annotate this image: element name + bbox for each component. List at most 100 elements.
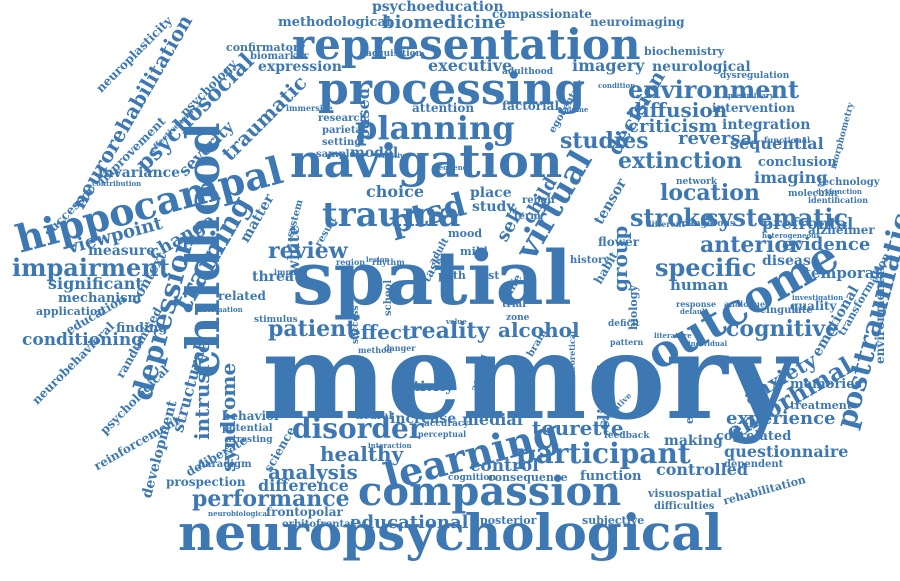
word-invariance: invariance [98, 165, 181, 181]
word-study: study [472, 199, 515, 215]
word-dangerous: dangerous [682, 219, 736, 229]
word-visuospatial: visuospatial [648, 487, 722, 500]
word-functional: functional [764, 135, 811, 145]
word-location: location [660, 180, 760, 206]
word-condition: condition [598, 81, 636, 90]
word-biomarker: biomarker [250, 51, 309, 62]
word-sample: sample [316, 149, 356, 160]
word-frequency: frequency [432, 163, 472, 172]
word-studies: studies [560, 128, 649, 154]
word-method: method [358, 345, 392, 355]
word-lesion: lesion [366, 255, 390, 264]
word-compassionate: compassionate [492, 7, 592, 21]
word-morphometry: morphometry [829, 101, 857, 171]
word-heterogeneous: heterogeneous [762, 231, 821, 240]
word-prefrontal: prefrontal [762, 214, 854, 233]
word-spatial: spatial [292, 236, 572, 322]
word-mechanism: mechanism [58, 291, 142, 306]
word-danger: danger [384, 343, 416, 353]
word-educational: educational [350, 512, 469, 533]
word-immersive: immersive [286, 103, 333, 113]
word-molecular: molecular [788, 189, 839, 199]
word-subjective: subjective [582, 514, 645, 527]
word-evidence: evidence [782, 234, 871, 255]
word-diffusion: diffusion [628, 98, 728, 122]
word-technology: technology [818, 177, 880, 188]
word-impairment: impairment [12, 253, 170, 282]
word-extinction: extinction [618, 148, 743, 174]
word-navigation: navigation [290, 134, 563, 188]
word-tourette: tourette [532, 416, 624, 440]
word-imagery: imagery [572, 56, 645, 75]
word-feedback: feedback [604, 431, 650, 441]
word-healthy: healthy [320, 442, 404, 466]
word-processing: processing [318, 64, 586, 115]
word-representation: representation [292, 20, 641, 69]
word-information: information [196, 305, 243, 314]
word-confirmatory: confirmatory [226, 41, 306, 54]
word-setting: setting [322, 137, 362, 148]
word-compassion: compassion [358, 468, 622, 515]
word-investigation: investigation [792, 293, 844, 302]
word-significant: significant [48, 274, 143, 293]
word-psychoeducation: psychoeducation [372, 0, 504, 15]
word-parietal: parietal [322, 125, 366, 136]
word-research: research [318, 113, 367, 124]
word-posterior: posterior [480, 514, 537, 527]
word-prospection: prospection [166, 475, 246, 489]
word-making: making [664, 433, 723, 449]
word-disorder: disorder [292, 412, 424, 445]
word-activity: activity [396, 379, 454, 395]
word-reversal: reversal [678, 128, 759, 149]
word-preliminary: preliminary [728, 91, 774, 100]
word-reality: reality [410, 318, 490, 344]
word-cognition: cognition [448, 473, 496, 483]
word-anterior: anterior [700, 232, 801, 258]
word-factorial: factorial [502, 99, 560, 113]
word-cognitive: cognitive [726, 316, 840, 342]
word-adulthood: adulthood [502, 67, 554, 77]
word-expression: expression [258, 59, 342, 75]
word-questionnaire: questionnaire [724, 442, 849, 461]
word-mild: mild [460, 245, 488, 258]
word-medial: medial [462, 410, 523, 429]
word-interaction: interaction [368, 441, 412, 450]
word-function: function [580, 469, 642, 484]
word-orbitofrontal: orbitofrontal [282, 519, 355, 530]
word-human: human [670, 276, 729, 294]
word-school: school [383, 279, 394, 316]
word-neuroimaging: neuroimaging [590, 15, 685, 29]
word-neurobiological: neurobiological [208, 509, 270, 518]
word-behavior: behavior [222, 409, 281, 423]
word-accuracy: accuracy [424, 419, 469, 429]
word-literature: literature [654, 331, 692, 340]
word-conditioning: conditioning [22, 330, 144, 350]
word-network: network [676, 177, 718, 187]
word-criticism: criticism [628, 116, 718, 137]
word-integration: integration [722, 117, 811, 133]
word-stimulus: stimulus [254, 315, 298, 325]
word-memories: memories [790, 377, 862, 392]
word-planning: planning [355, 109, 515, 147]
word-trial: trial [502, 299, 526, 310]
word-consequence: consequence [488, 471, 568, 484]
word-environment: environment [628, 75, 800, 104]
word-alzheimer: alzheimer [808, 223, 875, 237]
word-sequential: sequential [730, 134, 824, 153]
word-conclusion: conclusion [758, 155, 837, 170]
word-specific: specific [655, 253, 757, 282]
word-default: default [680, 307, 708, 316]
word-methodological: methodological [278, 15, 391, 30]
word-volume: volume [560, 105, 589, 114]
word-cingulate: cingulate [760, 305, 813, 316]
word-repair: repair [522, 195, 557, 206]
word-effect: effect [348, 320, 412, 344]
word-zone: zone [506, 313, 530, 323]
word-deficit: deficit [608, 319, 640, 329]
word-stroke: stroke [630, 203, 716, 232]
word-disease: disease [762, 253, 820, 269]
word-neuropsychological: neuropsychological [178, 503, 723, 562]
word-paradigm: paradigm [198, 459, 252, 470]
word-flower: flower [598, 235, 640, 249]
